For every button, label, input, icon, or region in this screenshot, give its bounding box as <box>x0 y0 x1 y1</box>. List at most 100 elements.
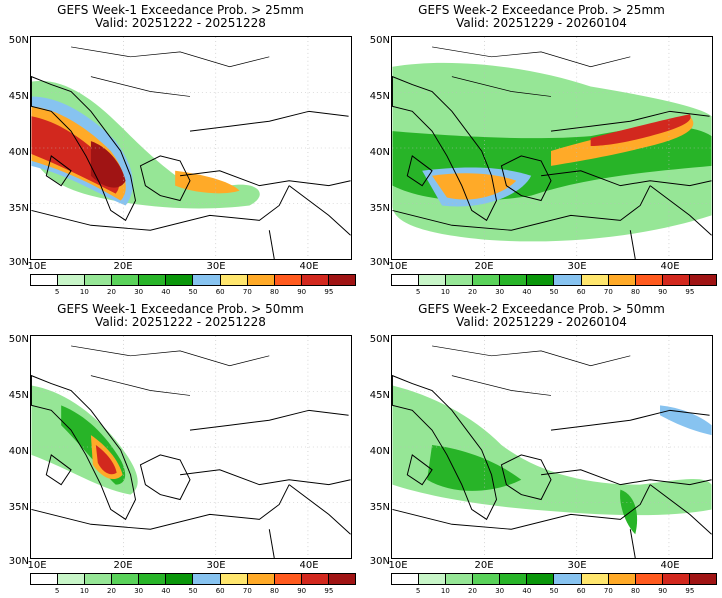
colorbar-swatch <box>247 574 275 584</box>
colorbar-swatch <box>301 275 329 285</box>
lat-tick-label: 45N <box>369 390 390 401</box>
colorbar-swatch <box>446 275 474 285</box>
colorbar-swatch <box>419 275 447 285</box>
colorbar-label: 10 <box>79 288 89 296</box>
colorbar-swatch <box>112 275 140 285</box>
lat-tick-label: 40N <box>369 446 390 457</box>
colorbar-swatch <box>328 574 355 584</box>
colorbar-label: 20 <box>107 587 116 595</box>
panel-valid-range: Valid: 20251222 - 20251228 <box>95 315 266 329</box>
colorbar-swatch <box>527 574 555 584</box>
map-panel-1: GEFS Week-1 Exceedance Prob. > 25mm Valid… <box>0 0 361 299</box>
panel-valid-range: Valid: 20251229 - 20260104 <box>456 315 627 329</box>
colorbar-label: 60 <box>576 288 586 296</box>
lat-tick-label: 50N <box>8 35 29 46</box>
colorbar-label: 5 <box>54 587 60 595</box>
colorbar-label: 95 <box>324 288 334 296</box>
colorbar-swatch <box>193 275 221 285</box>
colorbar-swatch <box>689 574 716 584</box>
probability-map <box>391 335 713 559</box>
colorbar-swatch <box>392 275 420 285</box>
lon-tick-label: 40E <box>660 560 680 571</box>
lat-tick-label: 45N <box>8 91 29 102</box>
colorbar-label: 80 <box>270 288 279 296</box>
colorbar-label: 80 <box>270 587 279 595</box>
colorbar-label: 50 <box>188 288 198 296</box>
colorbar-label: 95 <box>324 587 334 595</box>
colorbar-swatch <box>662 275 690 285</box>
colorbar <box>30 274 356 286</box>
colorbar-swatch <box>328 275 355 285</box>
lon-tick-label: 40E <box>299 261 319 272</box>
colorbar-swatch <box>608 574 636 584</box>
colorbar-label: 70 <box>603 587 613 595</box>
colorbar-label: 95 <box>685 587 695 595</box>
colorbar-label: 70 <box>603 288 613 296</box>
panel-title: GEFS Week-2 Exceedance Prob. > 50mm <box>418 302 665 316</box>
panel-title: GEFS Week-1 Exceedance Prob. > 50mm <box>57 302 304 316</box>
colorbar <box>391 573 717 585</box>
colorbar-swatch <box>608 275 636 285</box>
colorbar-swatch <box>31 275 59 285</box>
colorbar-swatch <box>166 275 194 285</box>
lat-tick-label: 50N <box>8 334 29 345</box>
lat-tick-label: 40N <box>8 446 29 457</box>
lat-tick-label: 30N <box>369 556 390 567</box>
lat-tick-label: 45N <box>8 390 29 401</box>
colorbar-swatch <box>527 275 555 285</box>
colorbar-swatch <box>112 574 140 584</box>
colorbar-swatch <box>85 275 113 285</box>
colorbar-label: 50 <box>549 587 559 595</box>
colorbar-label: 40 <box>161 288 171 296</box>
lon-tick-label: 20E <box>113 261 133 272</box>
colorbar-swatch <box>473 574 501 584</box>
lat-tick-label: 35N <box>369 502 390 513</box>
colorbar-swatch <box>392 574 420 584</box>
panel-title: GEFS Week-2 Exceedance Prob. > 25mm <box>418 3 665 17</box>
colorbar-swatch <box>473 275 501 285</box>
lon-tick-label: 20E <box>474 261 494 272</box>
colorbar-swatch <box>58 574 86 584</box>
colorbar-label: 10 <box>440 288 450 296</box>
lat-tick-label: 30N <box>369 257 390 268</box>
lon-tick-label: 30E <box>567 560 587 571</box>
lat-tick-label: 35N <box>8 203 29 214</box>
lon-tick-label: 40E <box>660 261 680 272</box>
colorbar-label: 10 <box>440 587 450 595</box>
panel-title: GEFS Week-1 Exceedance Prob. > 25mm <box>57 3 304 17</box>
lon-tick-label: 10E <box>388 560 408 571</box>
colorbar-swatch <box>554 574 582 584</box>
map-panel-2: GEFS Week-2 Exceedance Prob. > 25mm Valid… <box>361 0 722 299</box>
colorbar-label: 5 <box>54 288 60 296</box>
lon-tick-label: 30E <box>567 261 587 272</box>
colorbar-label: 30 <box>495 288 505 296</box>
lon-tick-label: 30E <box>206 261 226 272</box>
colorbar-label: 80 <box>631 288 640 296</box>
lat-tick-label: 30N <box>8 257 29 268</box>
lon-tick-label: 30E <box>206 560 226 571</box>
colorbar-label: 90 <box>297 288 307 296</box>
panel-valid-range: Valid: 20251222 - 20251228 <box>95 16 266 30</box>
colorbar-swatch <box>85 574 113 584</box>
colorbar-label: 50 <box>549 288 559 296</box>
colorbar-label: 95 <box>685 288 695 296</box>
colorbar-label: 60 <box>215 288 225 296</box>
colorbar-swatch <box>419 574 447 584</box>
colorbar-swatch <box>689 275 716 285</box>
colorbar-label: 60 <box>576 587 586 595</box>
colorbar-label: 40 <box>522 587 532 595</box>
colorbar-label: 70 <box>242 587 252 595</box>
lat-tick-label: 30N <box>8 556 29 567</box>
colorbar-swatch <box>662 574 690 584</box>
colorbar-swatch <box>247 275 275 285</box>
probability-map <box>391 36 713 260</box>
colorbar-label: 30 <box>495 587 505 595</box>
colorbar-swatch <box>554 275 582 285</box>
lon-tick-label: 20E <box>113 560 133 571</box>
colorbar <box>391 274 717 286</box>
colorbar-label: 5 <box>415 587 421 595</box>
lon-tick-label: 40E <box>299 560 319 571</box>
probability-map <box>30 36 352 260</box>
probability-map <box>30 335 352 559</box>
colorbar-label: 30 <box>134 587 144 595</box>
